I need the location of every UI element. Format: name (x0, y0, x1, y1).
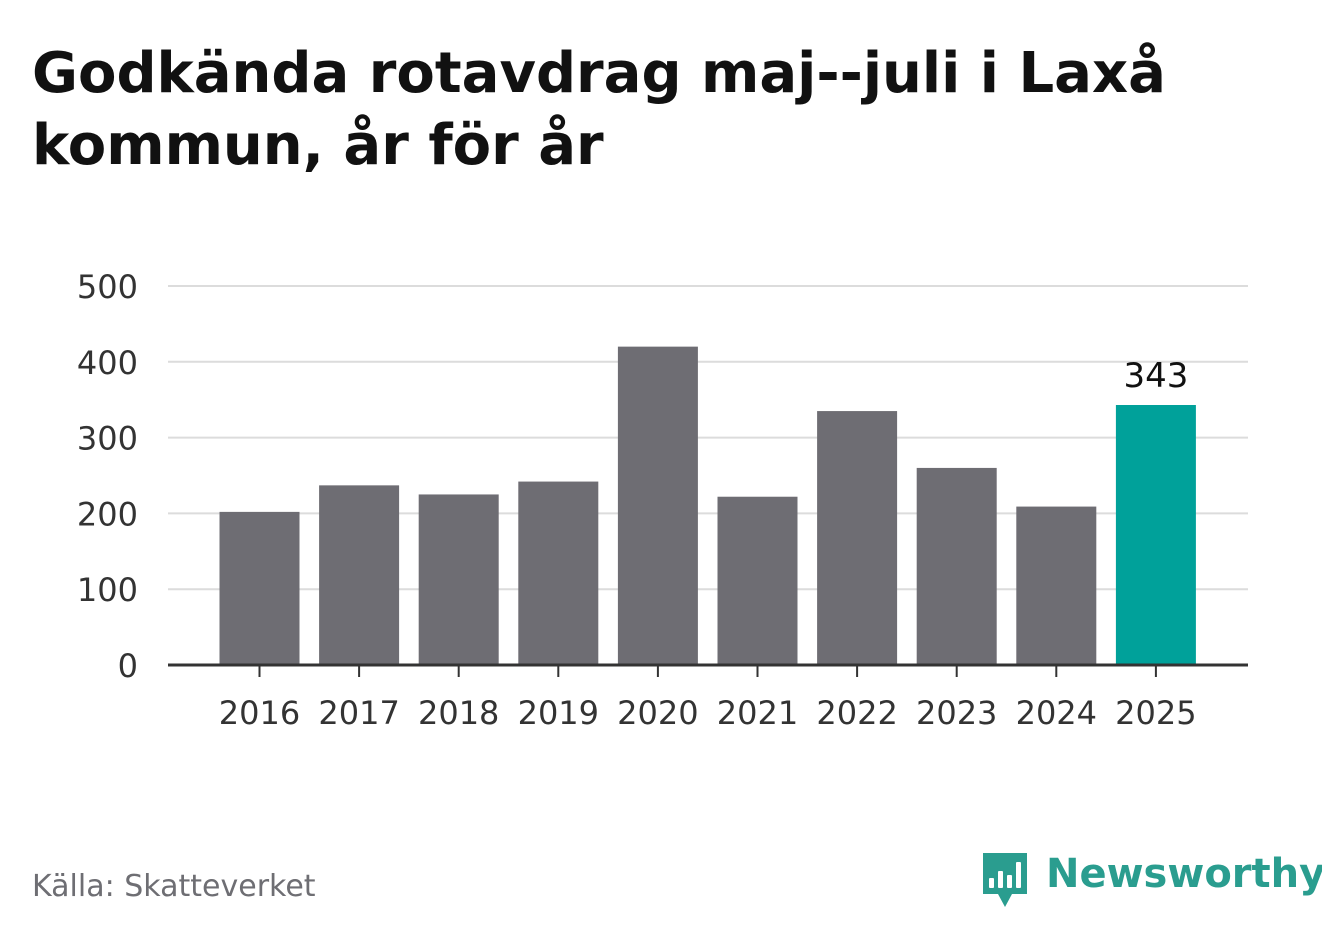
y-tick-label: 0 (118, 647, 138, 685)
bar-2024 (1016, 506, 1097, 665)
bar-2019 (518, 481, 599, 665)
data-labels: 343 (1123, 356, 1188, 396)
x-tick-label: 2018 (418, 694, 499, 732)
bar-2016 (219, 511, 300, 665)
chart-title: Godkända rotavdrag maj--juli i Laxå komm… (32, 41, 1166, 178)
bar-2020 (617, 346, 698, 665)
brand-name: Newsworthy (1046, 851, 1322, 897)
source-note: Källa: Skatteverket (32, 869, 316, 904)
x-tick-label: 2019 (518, 694, 599, 732)
x-tick-label: 2024 (1016, 694, 1097, 732)
y-tick-label: 100 (77, 571, 138, 609)
bar-2022 (817, 411, 898, 665)
bar-2023 (916, 467, 997, 665)
y-tick-label: 400 (77, 344, 138, 382)
x-tick-label: 2022 (816, 694, 897, 732)
bar-2018 (418, 494, 499, 665)
x-tick-label: 2016 (219, 694, 300, 732)
y-tick-label: 200 (77, 495, 138, 533)
x-tick-label: 2023 (916, 694, 997, 732)
y-tick-label: 300 (77, 420, 138, 458)
x-axis-tick-labels: 2016 2017 2018 2019 2020 2021 2022 2023 2024 2025 (219, 694, 1197, 732)
x-axis (168, 663, 1248, 677)
bars (219, 346, 1196, 665)
bar-2021 (717, 496, 798, 665)
bar-2017 (319, 485, 400, 665)
x-tick-label: 2021 (717, 694, 798, 732)
y-tick-label: 500 (77, 268, 138, 306)
x-tick-label: 2017 (318, 694, 399, 732)
brand: Newsworthy (980, 848, 1322, 912)
bar-2025 (1115, 405, 1196, 665)
bar-chart-speech-bubble-icon (983, 853, 1027, 907)
y-axis-tick-labels: 0 100 200 300 400 500 (77, 268, 138, 685)
x-tick-label: 2025 (1115, 694, 1196, 732)
data-label: 343 (1123, 356, 1188, 396)
x-tick-label: 2020 (617, 694, 698, 732)
